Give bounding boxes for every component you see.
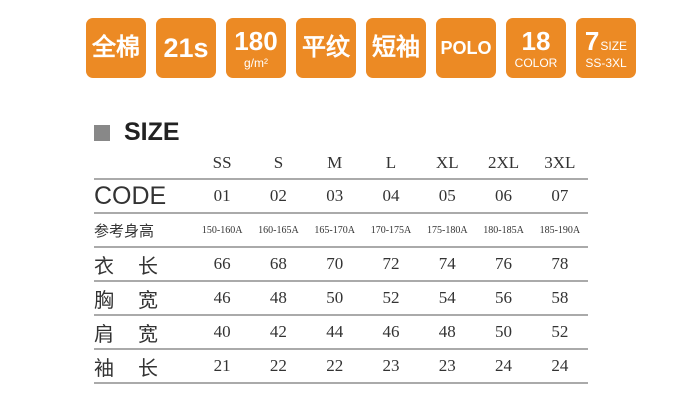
table-cell: 68 [250, 246, 307, 281]
table-cell: 03 [306, 178, 363, 213]
table-cell: 185-190A [531, 212, 588, 247]
table-cell: 175-180A [419, 212, 476, 247]
badge-text: 平纹 [302, 34, 350, 61]
table-cell: 24 [475, 348, 532, 384]
badge-sleeve: 短袖 [366, 18, 426, 78]
badge-cotton: 全棉 [86, 18, 146, 78]
label-char: 长 [138, 253, 158, 278]
badge-text: 21s [163, 32, 209, 63]
section-title-text: SIZE [124, 118, 180, 146]
badge-text: 18 [521, 25, 551, 56]
table-cell: 24 [531, 348, 588, 384]
feature-badges: 全棉 21s 180 g/m² 平纹 短袖 POLO 18 COLOR 7 SIZE S… [86, 18, 636, 78]
table-cell: 21 [194, 348, 251, 384]
badge-text: 短袖 [372, 34, 420, 61]
empty-cell [94, 148, 194, 179]
table-cell: 22 [250, 348, 307, 384]
table-cell: 04 [362, 178, 420, 213]
table-cell: 56 [475, 280, 532, 315]
badge-text: 全棉 [92, 34, 140, 61]
label-char: 宽 [138, 287, 158, 312]
table-cell: 48 [419, 314, 476, 349]
badge-weave: 平纹 [296, 18, 356, 78]
label-char: 长 [138, 355, 158, 380]
table-cell: 66 [194, 246, 251, 281]
label-char: 衣 [94, 253, 114, 278]
label-char: 袖 [94, 355, 114, 380]
row-label: 衣长 [94, 246, 194, 281]
badge-text: POLO [440, 38, 492, 58]
table-cell: M [327, 153, 343, 172]
table-cell: 2XL [487, 153, 520, 172]
measurement-row: 衣长 66 68 70 72 74 76 78 [94, 246, 588, 281]
table-cell: 150-160A [194, 212, 251, 247]
square-bullet-icon [94, 124, 110, 141]
table-cell: 160-165A [250, 212, 307, 247]
table-cell: 40 [194, 314, 251, 349]
table-cell: 52 [362, 280, 420, 315]
table-cell: XL [435, 153, 459, 172]
table-cell: 54 [419, 280, 476, 315]
table-cell: 07 [531, 178, 588, 213]
table-cell: 72 [362, 246, 420, 281]
table-cell: 23 [419, 348, 476, 384]
badge-style: POLO [436, 18, 496, 78]
table-cell: 165-170A [306, 212, 363, 247]
table-cell: 78 [531, 246, 588, 281]
code-row: CODE 01 02 03 04 05 06 07 [94, 178, 588, 213]
measurement-row: 胸宽 46 48 50 52 54 56 58 [94, 280, 588, 315]
height-row: 参考身高 150-160A 160-165A 165-170A 170-175A 175-… [94, 212, 588, 247]
badge-text: 180 [234, 25, 278, 56]
table-cell: 46 [362, 314, 420, 349]
section-title: SIZE [94, 118, 180, 147]
table-cell: 06 [475, 178, 532, 213]
table-cell: 23 [362, 348, 420, 384]
table-cell: 170-175A [362, 212, 420, 247]
table-cell: 05 [419, 178, 476, 213]
row-label: 袖长 [94, 348, 194, 384]
table-cell: 50 [475, 314, 532, 349]
table-cell: 50 [306, 280, 363, 315]
row-label: 胸宽 [94, 280, 194, 315]
table-cell: 70 [306, 246, 363, 281]
table-cell: 48 [250, 280, 307, 315]
table-cell: 22 [306, 348, 363, 384]
badge-yarn: 21s [156, 18, 216, 78]
table-cell: 44 [306, 314, 363, 349]
measurement-row: 肩宽 40 42 44 46 48 50 52 [94, 314, 588, 349]
row-label: 参考身高 [94, 212, 194, 247]
badge-subtext: COLOR [514, 55, 558, 70]
badge-text: 7 [584, 25, 600, 56]
size-table: SS S M L XL 2XL 3XL CODE 01 02 03 04 05 06 07 参考身高 150… [94, 148, 588, 384]
table-cell: 02 [250, 178, 307, 213]
row-label: CODE [94, 178, 194, 213]
badge-subtext: SS-3XL [585, 55, 627, 70]
size-header-row: SS S M L XL 2XL 3XL [94, 148, 588, 179]
label-char: 肩 [94, 321, 114, 346]
table-cell: 01 [194, 178, 251, 213]
table-cell: SS [212, 153, 232, 172]
table-cell: 42 [250, 314, 307, 349]
badge-subtext: g/m² [244, 55, 268, 70]
table-cell: 74 [419, 246, 476, 281]
table-cell: 58 [531, 280, 588, 315]
table-cell: 52 [531, 314, 588, 349]
badge-sizes: 7 SIZE SS-3XL [576, 18, 636, 78]
label-char: 胸 [94, 287, 114, 312]
badge-subtext: SIZE [600, 38, 628, 53]
row-label: 肩宽 [94, 314, 194, 349]
badge-colors: 18 COLOR [506, 18, 566, 78]
table-cell: 180-185A [475, 212, 532, 247]
table-cell: S [273, 153, 284, 172]
label-char: 宽 [138, 321, 158, 346]
table-cell: 76 [475, 246, 532, 281]
measurement-row: 袖长 21 22 22 23 23 24 24 [94, 348, 588, 384]
table-cell: L [385, 153, 397, 172]
table-cell: 46 [194, 280, 251, 315]
badge-weight: 180 g/m² [226, 18, 286, 78]
table-cell: 3XL [544, 153, 576, 172]
